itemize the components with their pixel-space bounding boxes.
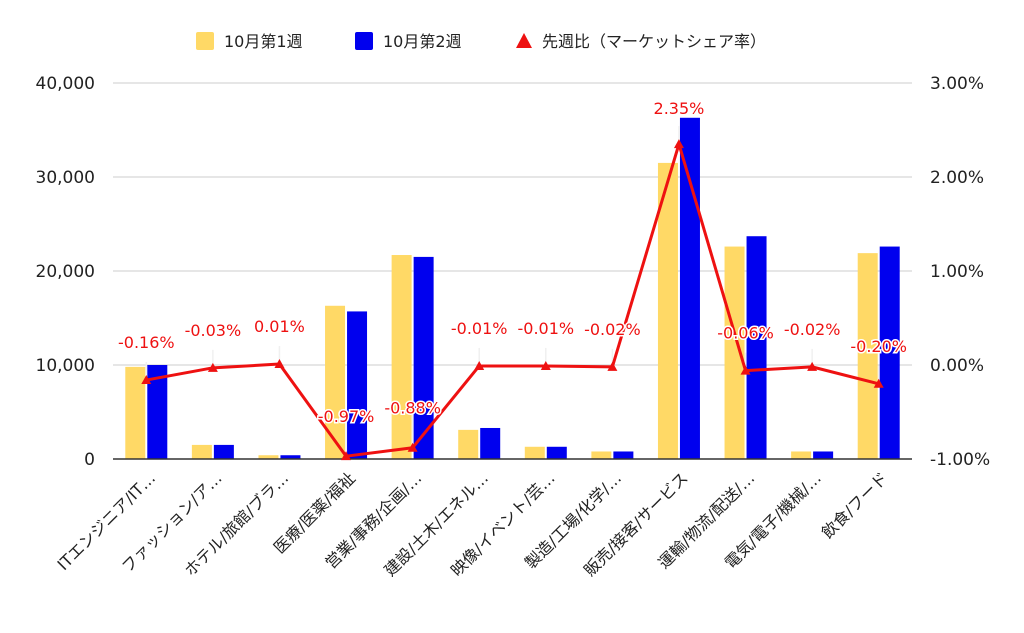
line-data-label: -0.20% bbox=[850, 337, 907, 356]
line-data-label: -0.01% bbox=[451, 319, 508, 338]
bar-week2 bbox=[813, 451, 834, 459]
bar-week2 bbox=[546, 446, 567, 459]
bar-week2 bbox=[480, 427, 501, 459]
bar-week1 bbox=[791, 451, 812, 459]
line-point-marker bbox=[207, 362, 218, 372]
line-data-label: -0.02% bbox=[784, 320, 841, 339]
line-data-label: 2.35% bbox=[654, 99, 705, 118]
left-y-tick-label: 40,000 bbox=[36, 74, 95, 94]
bar-week1 bbox=[191, 444, 212, 459]
line-point-marker bbox=[740, 365, 751, 375]
left-y-tick-label: 10,000 bbox=[36, 356, 95, 376]
bar-week1 bbox=[258, 455, 279, 459]
x-axis-category-label: 飲食/フード bbox=[818, 468, 892, 542]
bar-week2 bbox=[147, 365, 168, 459]
line-point-marker bbox=[341, 451, 352, 461]
line-point-marker bbox=[141, 375, 152, 385]
line-point-marker bbox=[407, 442, 418, 452]
line-point-marker bbox=[807, 361, 818, 371]
bar-week1 bbox=[857, 253, 878, 459]
bar-week2 bbox=[213, 444, 234, 459]
bar-week2 bbox=[347, 311, 368, 459]
bar-week1 bbox=[125, 366, 146, 459]
bar-week2 bbox=[280, 455, 301, 459]
bar-week2 bbox=[613, 451, 634, 459]
legend-label-share-change: 先週比（マーケットシェア率） bbox=[542, 32, 766, 51]
bar-week1 bbox=[657, 162, 678, 459]
line-data-label: -0.01% bbox=[517, 319, 574, 338]
line-data-label: -0.16% bbox=[118, 333, 175, 352]
left-y-tick-label: 30,000 bbox=[36, 168, 95, 188]
line-point-marker bbox=[673, 139, 684, 149]
right-y-axis: -1.00% 0.00% 1.00% 2.00% 3.00% bbox=[930, 74, 990, 470]
left-y-tick-label: 20,000 bbox=[36, 262, 95, 282]
bar-week1 bbox=[325, 305, 346, 459]
right-y-tick-label: -1.00% bbox=[930, 450, 990, 470]
left-y-tick-label: 0 bbox=[84, 450, 95, 470]
bar-week1 bbox=[391, 255, 412, 459]
legend-label-week2: 10月第2週 bbox=[383, 32, 462, 51]
bar-week2 bbox=[879, 246, 900, 459]
right-y-tick-label: 0.00% bbox=[930, 356, 984, 376]
line-data-label: -0.03% bbox=[185, 321, 242, 340]
left-y-axis: 0 10,000 20,000 30,000 40,000 bbox=[36, 74, 95, 470]
line-data-label: -0.02% bbox=[584, 320, 641, 339]
bar-week1 bbox=[458, 429, 479, 459]
legend-triangle-icon bbox=[516, 33, 532, 48]
bar-week2 bbox=[413, 256, 434, 459]
line-data-label: -0.88% bbox=[384, 399, 441, 418]
line-point-marker bbox=[607, 361, 618, 371]
bar-week1 bbox=[524, 446, 545, 459]
x-axis-labels: ITエンジニア/IT…ファッション/ア…ホテル/旅館/ブラ…医療/医薬/福祉営業… bbox=[53, 468, 891, 580]
line-point-marker bbox=[474, 360, 485, 370]
right-y-tick-label: 1.00% bbox=[930, 262, 984, 282]
line-data-label: 0.01% bbox=[254, 317, 305, 336]
line-data-label: -0.06% bbox=[717, 324, 774, 343]
legend-label-week1: 10月第1週 bbox=[224, 32, 303, 51]
share-change-line: -0.16% -0.03% 0.01% -0.97% -0.88% -0.01% -0.01… bbox=[116, 98, 909, 461]
legend-swatch-week1 bbox=[196, 32, 214, 50]
chart-legend: 10月第1週 10月第2週 先週比（マーケットシェア率） bbox=[196, 32, 766, 51]
legend-swatch-week2 bbox=[355, 32, 373, 50]
bar-week2 bbox=[679, 117, 700, 459]
bar-week1 bbox=[591, 451, 612, 459]
line-data-label: -0.97% bbox=[318, 407, 375, 426]
right-y-tick-label: 3.00% bbox=[930, 74, 984, 94]
line-point-marker bbox=[873, 378, 884, 388]
bar-week1 bbox=[724, 246, 745, 459]
bar-series bbox=[125, 117, 900, 459]
line-point-marker bbox=[274, 359, 285, 369]
right-y-tick-label: 2.00% bbox=[930, 168, 984, 188]
share-change-polyline bbox=[146, 142, 880, 458]
line-point-marker bbox=[540, 360, 551, 370]
bar-week2 bbox=[746, 236, 767, 459]
